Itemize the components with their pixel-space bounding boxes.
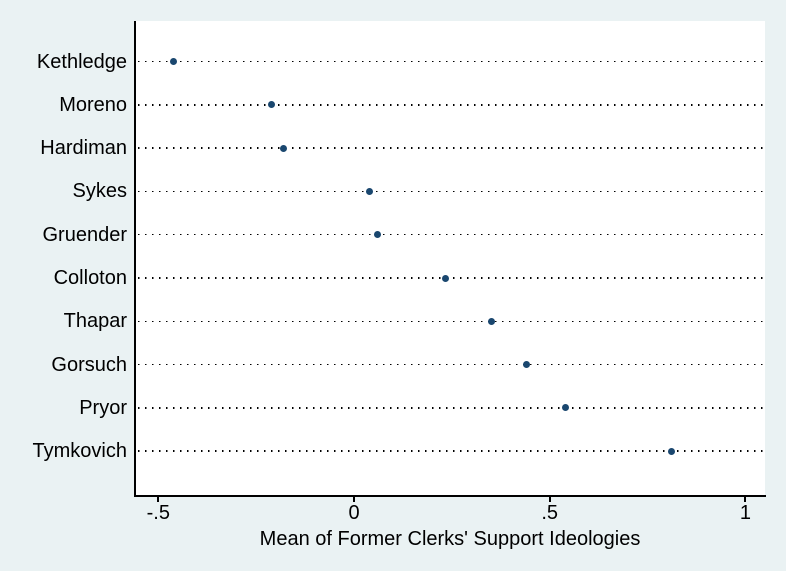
gridline bbox=[138, 60, 765, 63]
category-label: Pryor bbox=[79, 396, 127, 419]
gridline bbox=[138, 407, 765, 409]
gridline bbox=[138, 320, 765, 323]
x-tick-mark bbox=[744, 497, 747, 502]
data-point-dot bbox=[366, 187, 374, 195]
x-axis-line bbox=[134, 495, 766, 497]
y-axis-line bbox=[134, 21, 136, 497]
x-tick-label: -.5 bbox=[146, 502, 170, 524]
x-tick-mark bbox=[353, 497, 356, 502]
category-label: Hardiman bbox=[40, 137, 127, 160]
x-tick-mark bbox=[157, 497, 160, 502]
category-label: Thapar bbox=[63, 310, 127, 333]
data-point-dot bbox=[561, 404, 569, 412]
x-tick-label: 1 bbox=[739, 502, 751, 524]
gridline bbox=[138, 104, 765, 106]
gridline bbox=[138, 277, 765, 279]
category-label: Gruender bbox=[42, 223, 128, 246]
x-tick-label: .5 bbox=[541, 502, 559, 524]
data-point-dot bbox=[487, 317, 495, 325]
category-label: Colloton bbox=[53, 267, 127, 289]
data-point-dot bbox=[667, 447, 675, 455]
category-label: Kethledge bbox=[36, 50, 127, 73]
gridline bbox=[138, 363, 765, 366]
category-label: Sykes bbox=[72, 180, 127, 203]
x-tick-mark bbox=[548, 497, 551, 502]
x-axis-title: Mean of Former Clerks' Support Ideologie… bbox=[259, 528, 641, 550]
gridline bbox=[138, 147, 765, 149]
data-point-dot bbox=[170, 58, 178, 65]
x-tick-label: 0 bbox=[348, 502, 360, 524]
gridline bbox=[138, 190, 765, 193]
data-point-dot bbox=[280, 144, 288, 152]
data-point-dot bbox=[522, 361, 530, 369]
gridline bbox=[138, 450, 765, 452]
plot-area bbox=[136, 21, 765, 495]
data-point-dot bbox=[442, 274, 450, 282]
gridline bbox=[138, 233, 765, 236]
data-point-dot bbox=[268, 101, 276, 109]
data-point-dot bbox=[374, 231, 381, 239]
category-label: Tymkovich bbox=[32, 440, 127, 463]
category-label: Gorsuch bbox=[51, 353, 127, 376]
category-label: Moreno bbox=[59, 93, 127, 116]
